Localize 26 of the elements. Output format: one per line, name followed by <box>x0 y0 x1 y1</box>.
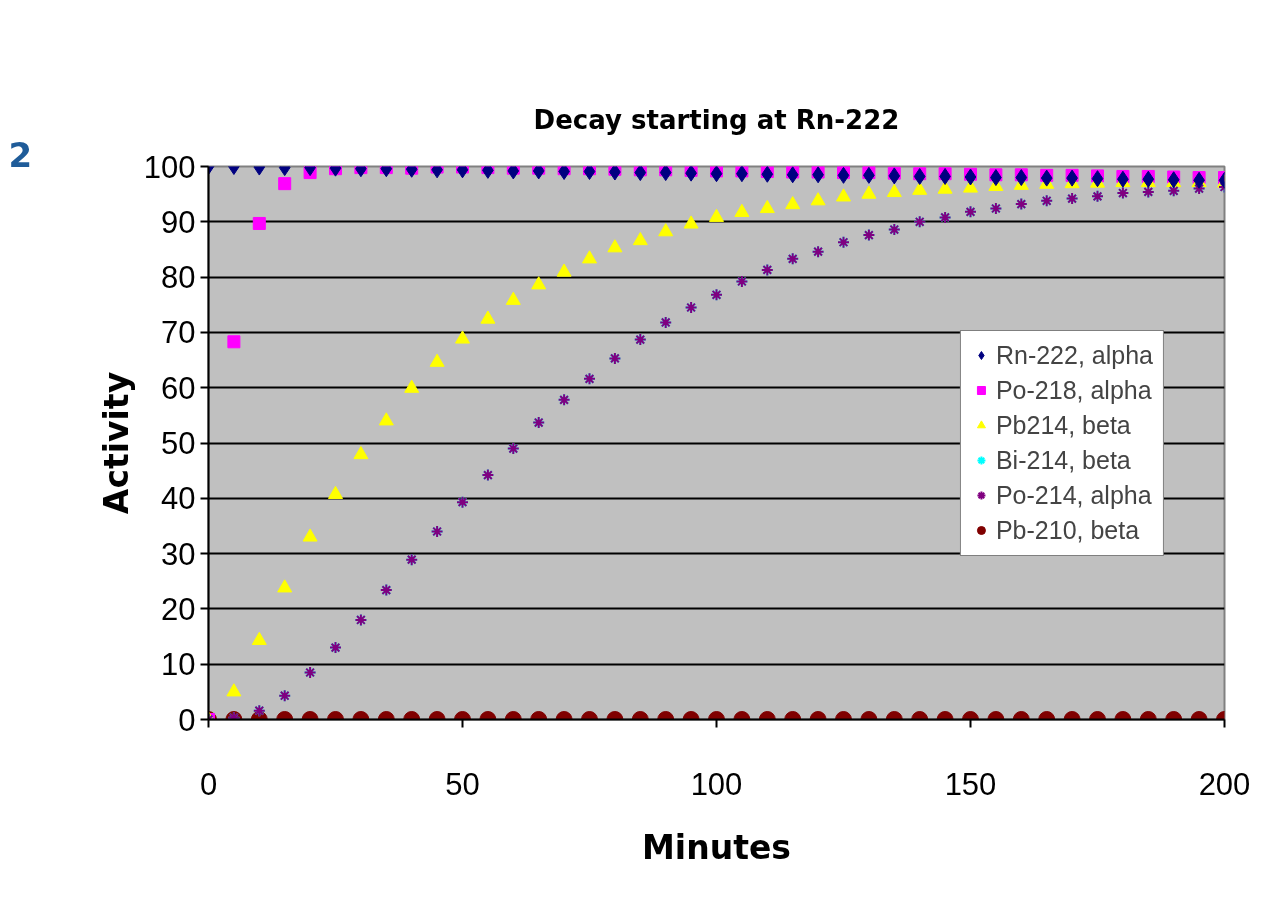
y-tick-label: 60 <box>161 370 196 406</box>
y-tick-label: 10 <box>161 647 196 683</box>
chart-title: Decay starting at Rn-222 <box>533 104 900 135</box>
x-tick-label: 0 <box>199 766 218 802</box>
y-tick-label: 20 <box>161 591 196 627</box>
legend-label: Po-218, alpha <box>995 375 1152 405</box>
legend-label: Pb214, beta <box>995 410 1131 440</box>
x-tick-label: 50 <box>445 766 480 802</box>
text: 2 <box>8 134 33 175</box>
legend-label: Pb-210, beta <box>995 515 1140 545</box>
y-tick-label: 100 <box>143 149 196 185</box>
legend-label: Rn-222, alpha <box>995 340 1153 370</box>
x-tick-label: 150 <box>944 766 997 802</box>
y-tick-label: 30 <box>161 536 196 572</box>
legend-label: Po-214, alpha <box>995 480 1152 510</box>
y-axis-title: Activity <box>96 371 136 515</box>
x-tick-label: 200 <box>1198 766 1251 802</box>
y-tick-label: 0 <box>178 702 196 738</box>
y-tick-label: 90 <box>161 204 196 240</box>
x-tick-label: 100 <box>690 766 743 802</box>
x-axis-title: Minutes <box>642 827 791 867</box>
y-tick-label: 50 <box>161 426 196 461</box>
legend-label: Bi-214, beta <box>995 445 1131 475</box>
y-tick-label: 70 <box>161 315 196 351</box>
y-tick-label: 80 <box>161 260 196 296</box>
y-tick-label: 40 <box>161 481 196 517</box>
